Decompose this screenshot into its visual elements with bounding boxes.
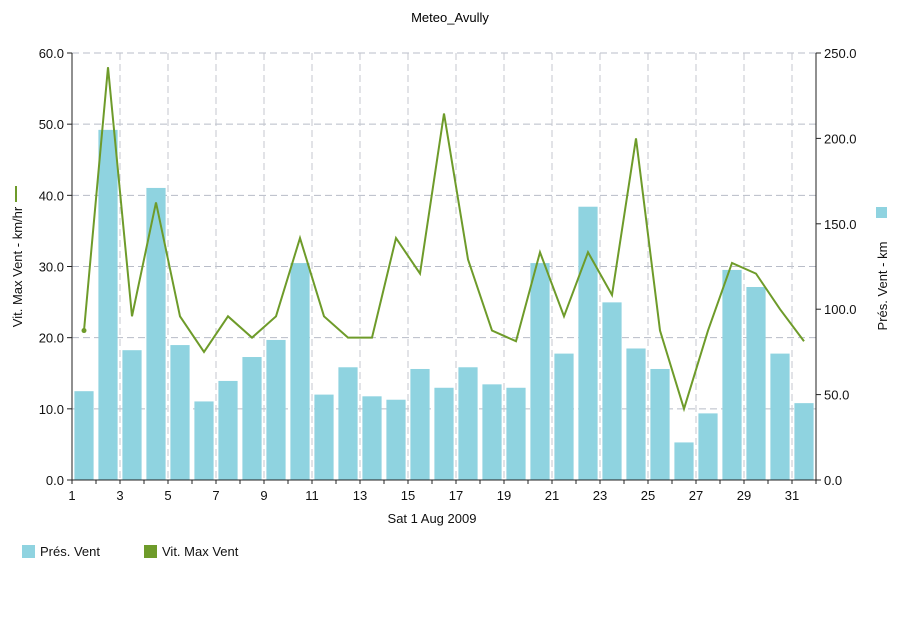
bar — [242, 357, 262, 480]
right-tick-label: 50.0 — [824, 388, 849, 403]
x-tick-label: 15 — [401, 488, 415, 503]
bar — [386, 399, 406, 480]
bar — [578, 206, 598, 480]
right-axis-title: Prés. Vent - km — [875, 242, 890, 331]
left-tick-label: 60.0 — [39, 46, 64, 61]
bar — [338, 367, 358, 480]
left-tick-label: 50.0 — [39, 117, 64, 132]
left-tick-label: 40.0 — [39, 188, 64, 203]
bar — [266, 339, 286, 480]
right-tick-label: 150.0 — [824, 217, 857, 232]
right-y-ticks: 0.0 50.0 100.0 150.0 200.0 250.0 — [816, 46, 857, 488]
bar — [674, 442, 694, 480]
bar — [626, 348, 646, 480]
bar — [314, 394, 334, 480]
bar — [434, 387, 454, 480]
legend-label-vit-max-vent: Vit. Max Vent — [162, 544, 239, 559]
right-tick-label: 100.0 — [824, 302, 857, 317]
bar — [146, 187, 166, 480]
bar — [122, 350, 142, 480]
x-tick-label: 5 — [164, 488, 171, 503]
x-tick-label: 9 — [260, 488, 267, 503]
right-tick-label: 200.0 — [824, 131, 857, 146]
bar — [554, 353, 574, 480]
bar — [362, 396, 382, 480]
series-line-vit-max-vent — [83, 67, 805, 413]
left-tick-label: 10.0 — [39, 402, 64, 417]
grid — [72, 52, 816, 480]
x-tick-label: 17 — [449, 488, 463, 503]
bar — [698, 413, 718, 480]
left-axis-title: Vit. Max Vent - km/hr — [10, 206, 25, 327]
bar — [194, 401, 214, 480]
bar-series — [74, 129, 814, 481]
bar — [218, 380, 238, 480]
x-tick-label: 23 — [593, 488, 607, 503]
x-tick-label: 25 — [641, 488, 655, 503]
line-series — [81, 67, 805, 413]
bar — [770, 353, 790, 480]
right-axis-series-marker — [876, 207, 887, 218]
x-ticks: 1 3 5 7 9 11 13 15 17 19 21 23 25 27 29 31 — [68, 480, 817, 503]
legend: Prés. Vent Vit. Max Vent — [22, 544, 239, 559]
bar — [506, 387, 526, 480]
bar — [530, 263, 550, 480]
bar — [74, 391, 94, 480]
x-tick-label: 27 — [689, 488, 703, 503]
left-y-ticks: 0.0 10.0 20.0 30.0 40.0 50.0 60.0 — [39, 46, 72, 488]
right-tick-label: 250.0 — [824, 46, 857, 61]
x-tick-label: 11 — [305, 488, 319, 503]
x-tick-label: 31 — [785, 488, 799, 503]
x-tick-label: 19 — [497, 488, 511, 503]
left-tick-label: 0.0 — [46, 473, 64, 488]
left-tick-label: 20.0 — [39, 331, 64, 346]
bar — [650, 368, 670, 480]
x-tick-label: 1 — [68, 488, 75, 503]
x-tick-label: 21 — [545, 488, 559, 503]
bar — [170, 345, 190, 480]
bar — [602, 302, 622, 480]
bar — [98, 129, 118, 481]
bar — [794, 403, 814, 480]
legend-swatch-pres-vent — [22, 545, 35, 558]
x-tick-label: 3 — [116, 488, 123, 503]
bar — [290, 263, 310, 480]
bar — [458, 367, 478, 480]
x-axis-title: Sat 1 Aug 2009 — [388, 511, 477, 526]
bar — [746, 286, 766, 480]
legend-label-pres-vent: Prés. Vent — [40, 544, 100, 559]
x-tick-label: 13 — [353, 488, 367, 503]
x-tick-label: 7 — [212, 488, 219, 503]
line-start-point — [81, 328, 87, 334]
x-tick-label: 29 — [737, 488, 751, 503]
chart-title: Meteo_Avully — [411, 10, 489, 25]
bar — [410, 368, 430, 480]
right-tick-label: 0.0 — [824, 473, 842, 488]
bar — [482, 384, 502, 480]
bar — [722, 269, 742, 480]
left-tick-label: 30.0 — [39, 260, 64, 275]
legend-swatch-vit-max-vent — [144, 545, 157, 558]
